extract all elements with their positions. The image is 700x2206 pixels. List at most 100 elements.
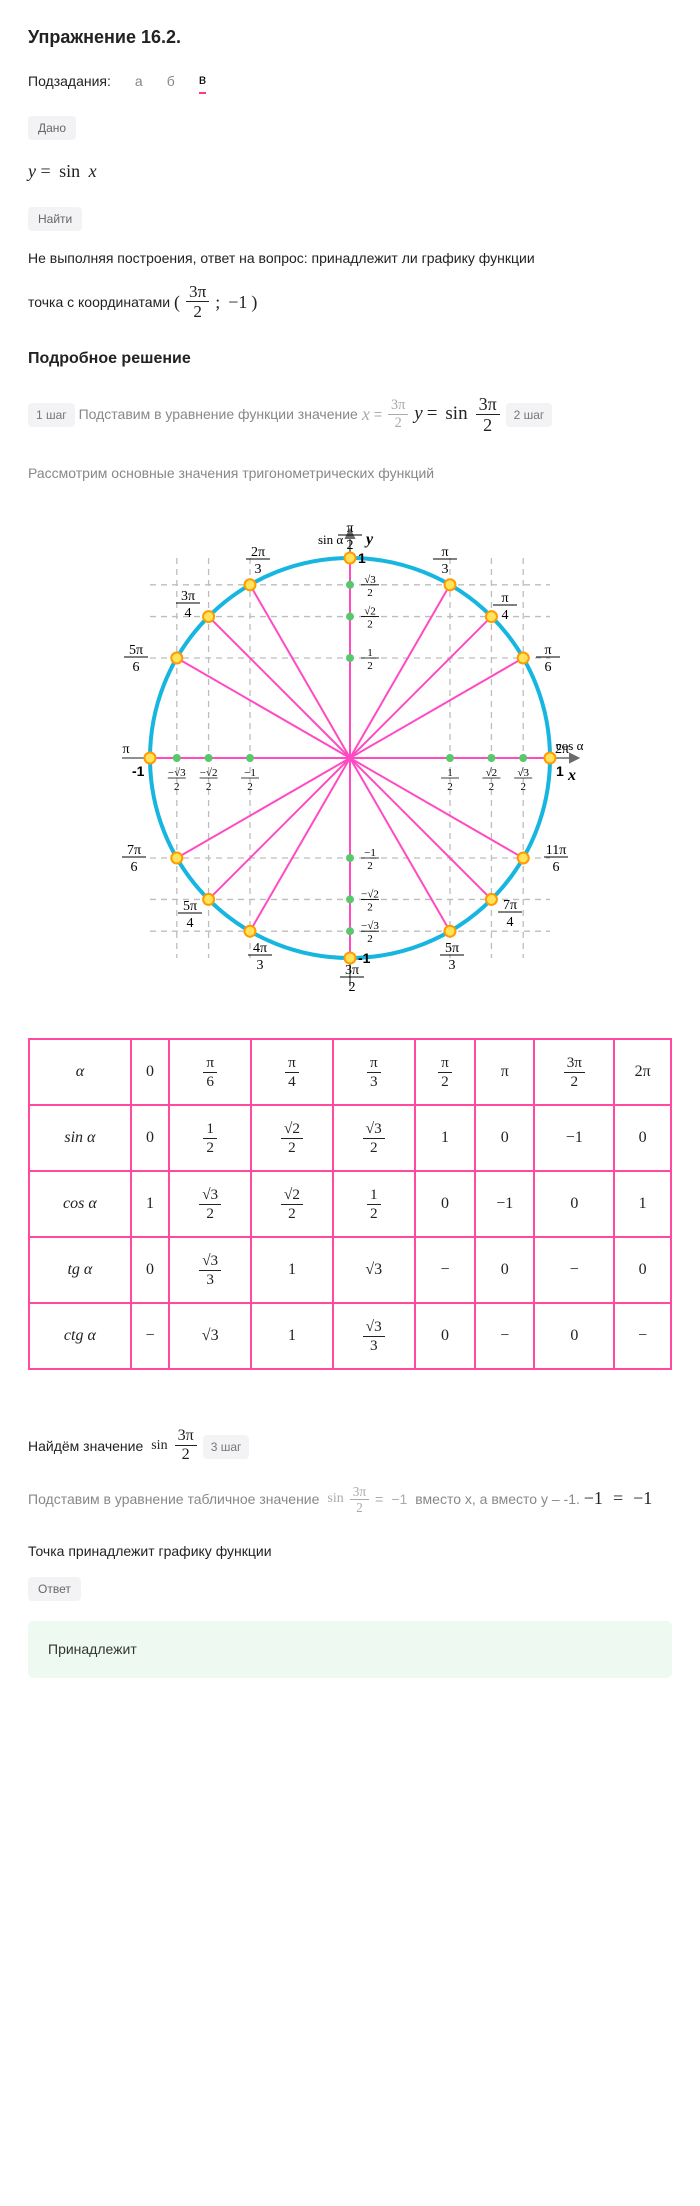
svg-text:π: π xyxy=(441,545,448,560)
table-cell: −1 xyxy=(534,1105,614,1171)
step-1-eq-line: y = sin 3π 2 xyxy=(414,395,501,434)
svg-text:6: 6 xyxy=(545,660,552,675)
table-cell: 12 xyxy=(333,1171,415,1237)
svg-text:2: 2 xyxy=(347,538,354,553)
table-cell: 1 xyxy=(251,1237,333,1303)
table-cell: π3 xyxy=(333,1039,415,1105)
table-cell: − xyxy=(475,1303,534,1369)
answer-badge: Ответ xyxy=(28,1577,81,1601)
find-badge: Найти xyxy=(28,207,82,231)
svg-text:π: π xyxy=(122,742,129,757)
table-cell: 12 xyxy=(169,1105,251,1171)
svg-text:3: 3 xyxy=(257,958,264,973)
svg-text:4: 4 xyxy=(185,606,192,621)
svg-text:3: 3 xyxy=(442,562,449,577)
svg-text:π: π xyxy=(346,521,353,536)
step-1-var: x xyxy=(362,400,370,429)
table-cell: tg α xyxy=(29,1237,131,1303)
svg-text:11π: 11π xyxy=(546,843,567,858)
table-cell: − xyxy=(131,1303,170,1369)
given-eq-sign: = xyxy=(41,161,51,181)
s1eq-den: 2 xyxy=(483,415,492,434)
svg-text:5π: 5π xyxy=(445,941,459,956)
coords-num: 3π xyxy=(186,283,209,302)
step-1-text: Подставим в уравнение функции значение x… xyxy=(79,398,411,430)
svg-text:2: 2 xyxy=(447,781,453,793)
table-cell: 0 xyxy=(614,1237,671,1303)
svg-text:2: 2 xyxy=(367,619,373,631)
svg-text:−√2: −√2 xyxy=(200,767,218,779)
step-1-chip: 1 шаг xyxy=(28,403,75,427)
svg-text:3: 3 xyxy=(255,562,262,577)
step-1-den: 2 xyxy=(395,415,402,430)
find-value-num: 3π xyxy=(175,1428,197,1446)
svg-text:1: 1 xyxy=(556,763,564,779)
find-text-b: точка с координатами xyxy=(28,291,170,313)
given-eq: y = sin x xyxy=(28,158,672,185)
subtask-b[interactable]: б xyxy=(167,71,175,92)
table-cell: √32 xyxy=(333,1105,415,1171)
step-1-eq: = xyxy=(374,403,382,425)
svg-text:5π: 5π xyxy=(183,899,197,914)
table-cell: 1 xyxy=(251,1303,333,1369)
s3-eq: = xyxy=(375,1488,383,1510)
svg-text:2: 2 xyxy=(247,781,253,793)
subtask-a[interactable]: а xyxy=(135,71,143,92)
s3eq-eq: = xyxy=(613,1485,623,1512)
subtask-v[interactable]: в xyxy=(199,69,206,94)
svg-text:−1: −1 xyxy=(244,767,256,779)
answer-text: Принадлежит xyxy=(48,1641,137,1657)
svg-text:2: 2 xyxy=(520,781,526,793)
svg-text:-1: -1 xyxy=(132,763,145,779)
table-cell: 3π2 xyxy=(534,1039,614,1105)
coords-den: 2 xyxy=(193,302,202,320)
find-value-line: Найдём значение sin 3π 2 xyxy=(28,1428,199,1463)
step-1-txt: Подставим в уравнение функции значение xyxy=(79,403,358,425)
coords-frac: 3π 2 xyxy=(186,283,209,320)
s1eq-num: 3π xyxy=(476,395,500,415)
subtasks-label: Подзадания: xyxy=(28,71,111,92)
table-cell: − xyxy=(614,1303,671,1369)
table-row: cos α1√32√22120−101 xyxy=(29,1171,671,1237)
s3-val: −1 xyxy=(391,1488,407,1510)
step-3-chip: 3 шаг xyxy=(203,1435,250,1459)
table-cell: 0 xyxy=(475,1105,534,1171)
table-row: sin α012√22√3210−10 xyxy=(29,1105,671,1171)
table-cell: 1 xyxy=(415,1105,476,1171)
s1eq-fn: sin xyxy=(445,400,467,429)
given-badge: Дано xyxy=(28,116,76,140)
coords-open: ( xyxy=(174,288,180,317)
table-cell: 0 xyxy=(475,1237,534,1303)
svg-text:−1: −1 xyxy=(364,847,376,859)
conclusion: Точка принадлежит графику функции xyxy=(28,1540,672,1562)
svg-text:1: 1 xyxy=(367,647,373,659)
s1eq-eq: = xyxy=(427,400,438,429)
svg-text:−√3: −√3 xyxy=(168,767,186,779)
svg-text:2: 2 xyxy=(367,933,373,945)
table-cell: √22 xyxy=(251,1171,333,1237)
table-cell: π xyxy=(475,1039,534,1105)
given-lhs: y xyxy=(28,161,36,181)
s3-den: 2 xyxy=(356,1500,363,1514)
step-3-eq-line: −1 = −1 xyxy=(584,1485,652,1512)
svg-text:π: π xyxy=(544,643,551,658)
table-cell: 0 xyxy=(534,1171,614,1237)
find-value-frac: 3π 2 xyxy=(175,1428,197,1463)
step-2-chip: 2 шаг xyxy=(506,403,553,427)
table-cell: √33 xyxy=(169,1237,251,1303)
given-fn: sin xyxy=(59,161,80,181)
svg-text:−√2: −√2 xyxy=(361,888,379,900)
svg-text:2: 2 xyxy=(489,781,495,793)
svg-text:2: 2 xyxy=(367,587,373,599)
svg-text:3π: 3π xyxy=(181,589,195,604)
table-cell: √33 xyxy=(333,1303,415,1369)
table-cell: √3 xyxy=(333,1237,415,1303)
svg-text:6: 6 xyxy=(131,860,138,875)
svg-text:4π: 4π xyxy=(253,941,267,956)
s3-num: 3π xyxy=(350,1485,369,1500)
find-text-2: точка с координатами ( 3π 2 ; −1 ) xyxy=(28,283,672,320)
svg-text:√2: √2 xyxy=(486,767,498,779)
solution-heading: Подробное решение xyxy=(28,347,672,371)
table-cell: π6 xyxy=(169,1039,251,1105)
table-row: tg α0√331√3−0−0 xyxy=(29,1237,671,1303)
